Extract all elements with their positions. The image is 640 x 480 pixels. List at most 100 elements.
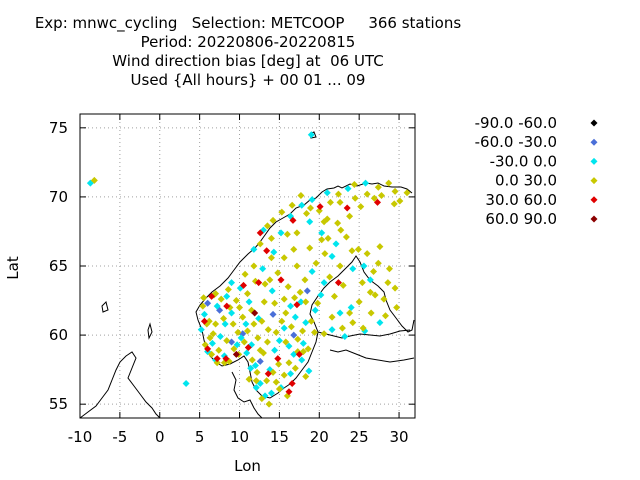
data-point — [311, 328, 318, 336]
data-point — [334, 190, 342, 198]
data-point — [272, 328, 280, 336]
data-point — [285, 388, 293, 396]
data-point — [301, 276, 309, 284]
data-point — [217, 295, 225, 303]
title-line-4: Used {All hours} + 00 01 ... 09 — [130, 71, 366, 89]
data-point — [266, 276, 274, 284]
data-point — [328, 326, 336, 334]
data-point — [344, 185, 352, 193]
coastline-british-isles — [79, 351, 161, 419]
y-tick-label: 70 — [49, 188, 68, 206]
data-point — [264, 370, 272, 378]
data-point — [288, 379, 296, 387]
data-point — [370, 268, 378, 276]
data-point — [384, 279, 392, 287]
data-point — [349, 265, 357, 273]
data-point — [200, 310, 208, 318]
data-point — [290, 245, 298, 253]
data-point — [222, 355, 230, 363]
legend-marker — [590, 215, 598, 223]
data-point — [275, 337, 283, 345]
data-point — [285, 359, 293, 367]
data-point — [396, 197, 404, 205]
data-point — [200, 317, 208, 325]
data-point — [294, 335, 302, 343]
data-point — [232, 350, 240, 358]
data-point — [228, 279, 236, 287]
data-point — [197, 326, 205, 334]
data-point — [298, 201, 306, 209]
data-point — [221, 320, 229, 328]
data-point — [307, 131, 315, 139]
data-point — [213, 302, 221, 310]
data-point — [199, 302, 207, 310]
data-point — [324, 234, 332, 242]
data-point — [261, 280, 269, 288]
data-point — [263, 377, 271, 385]
data-point — [376, 243, 384, 251]
data-point — [283, 230, 291, 238]
data-point — [330, 292, 338, 300]
data-point — [236, 303, 244, 311]
data-point — [355, 298, 363, 306]
x-axis-label: Lon — [234, 457, 261, 475]
x-tick-label: 0 — [155, 428, 165, 446]
data-point — [328, 252, 336, 260]
legend-label: 30.0 60.0 — [485, 191, 557, 209]
data-point — [334, 279, 342, 287]
data-point — [348, 247, 356, 255]
legend-label: 0.0 30.0 — [495, 172, 557, 190]
data-point — [306, 218, 314, 226]
data-point — [403, 189, 411, 197]
data-point — [328, 313, 336, 321]
data-point — [343, 204, 351, 212]
data-point — [374, 259, 382, 267]
data-point — [347, 303, 355, 311]
data-point — [334, 219, 342, 227]
data-point — [332, 240, 340, 248]
x-tick-label: 5 — [195, 428, 205, 446]
data-point — [323, 189, 331, 197]
data-point — [302, 298, 310, 306]
data-point — [260, 298, 268, 306]
data-point — [208, 292, 216, 300]
legend-label: -30.0 0.0 — [490, 152, 557, 170]
data-point — [269, 216, 277, 224]
data-point — [339, 281, 347, 289]
data-point — [308, 268, 316, 276]
data-point — [245, 375, 253, 383]
data-point — [220, 315, 228, 323]
data-point — [280, 371, 288, 379]
data-point — [326, 273, 334, 281]
legend: -90.0 -60.0-60.0 -30.0-30.0 0.0 0.0 30.03… — [475, 114, 598, 228]
data-point — [263, 222, 271, 230]
data-point — [359, 324, 367, 332]
data-point — [269, 310, 277, 318]
data-point — [265, 400, 273, 408]
data-point — [182, 379, 190, 387]
data-point — [284, 283, 292, 291]
data-point — [371, 291, 379, 299]
data-point — [200, 294, 208, 302]
data-point — [244, 344, 252, 352]
data-point — [393, 303, 401, 311]
data-point — [253, 368, 261, 376]
data-point — [230, 345, 238, 353]
data-point — [270, 248, 278, 256]
chart-title: Exp: mnwc_cycling Selection: METCOOP 366… — [0, 14, 496, 90]
data-point — [252, 384, 260, 392]
data-point — [224, 285, 232, 293]
data-point — [295, 350, 303, 358]
data-point — [229, 320, 237, 328]
data-point — [366, 288, 374, 296]
data-point — [363, 250, 371, 258]
data-point — [350, 180, 358, 188]
data-point — [208, 339, 216, 347]
title-line-1: Exp: mnwc_cycling Selection: METCOOP 366… — [34, 14, 462, 32]
coastline-shetland — [147, 322, 153, 340]
data-point — [374, 198, 382, 206]
data-point — [245, 298, 253, 306]
data-point — [288, 201, 296, 209]
data-point — [360, 262, 368, 270]
